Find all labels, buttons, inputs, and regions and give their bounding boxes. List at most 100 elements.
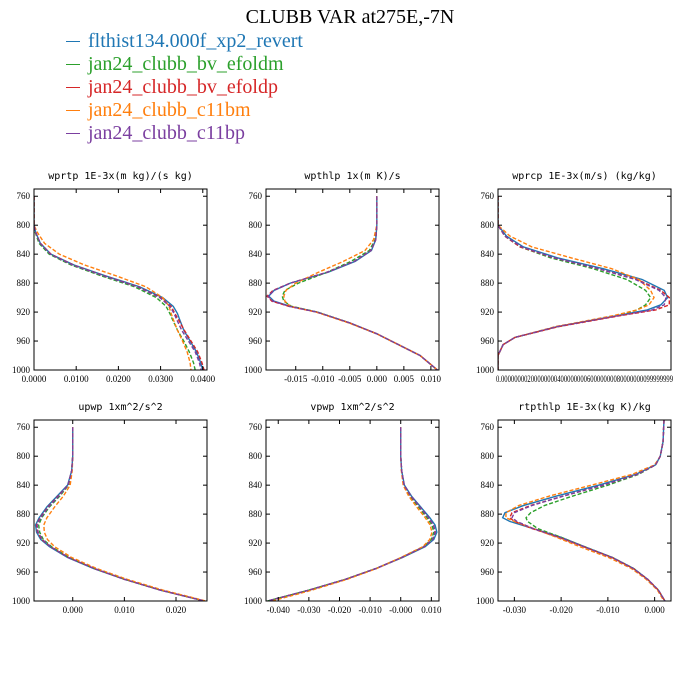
y-tick-label: 920 [249, 307, 263, 317]
y-tick-label: 800 [481, 451, 495, 461]
y-tick-label: 960 [481, 567, 495, 577]
x-tick-label: 0.0400 [190, 374, 215, 384]
y-tick-label: 760 [17, 422, 31, 432]
legend-line-icon [66, 87, 80, 88]
y-tick-label: 920 [481, 538, 495, 548]
x-tick-label: -0.020 [549, 605, 573, 615]
y-tick-label: 840 [17, 480, 31, 490]
y-tick-label: 920 [17, 538, 31, 548]
legend-item: jan24_clubb_c11bp [66, 122, 303, 145]
y-tick-label: 960 [481, 336, 495, 346]
y-tick-label: 760 [249, 191, 263, 201]
y-tick-label: 920 [249, 538, 263, 548]
x-tick-label: 0.00000000200000000400000000600000000800… [496, 374, 673, 384]
plot-frame [265, 188, 440, 371]
panel-title: rtpthlp 1E-3x(kg K)/kg [518, 402, 650, 413]
legend-label: jan24_clubb_bv_efoldm [88, 53, 284, 75]
y-tick-label: 880 [17, 509, 31, 519]
series-line [498, 196, 667, 370]
series-line [525, 420, 666, 601]
y-tick-label: 1000 [476, 596, 495, 606]
y-tick-label: 800 [17, 451, 31, 461]
series-line [34, 196, 205, 370]
y-tick-label: 880 [249, 509, 263, 519]
y-tick-label: 1000 [12, 365, 31, 375]
y-tick-label: 1000 [244, 365, 263, 375]
x-tick-label: 0.0100 [64, 374, 89, 384]
y-tick-label: 760 [249, 422, 263, 432]
y-tick-label: 760 [17, 191, 31, 201]
y-tick-label: 840 [249, 480, 263, 490]
plot-frame [33, 188, 208, 371]
chart-panel: wprcp 1E-3x(m/s) (kg/kg) 760 800 840 880 920 9… [476, 171, 673, 384]
series-line [267, 427, 438, 601]
chart-panel: vpwp 1xm^2/s^2 760 800 840 880 920 960 1000 -0.0… [244, 402, 442, 615]
chart-panel: rtpthlp 1E-3x(kg K)/kg 760 800 840 880 920 960… [476, 402, 672, 615]
figure-title: CLUBB VAR at275E,-7N [245, 6, 455, 28]
y-tick-label: 960 [17, 567, 31, 577]
x-tick-label: -0.030 [503, 605, 527, 615]
panel-title: wpthlp 1x(m K)/s [304, 171, 400, 182]
series-line [505, 420, 665, 601]
legend: flthist134.000f_xp2_revert jan24_clubb_b… [66, 30, 303, 145]
legend-label: jan24_clubb_c11bp [88, 122, 246, 144]
y-tick-label: 920 [481, 307, 495, 317]
y-tick-label: 880 [481, 278, 495, 288]
series-line [511, 420, 666, 601]
x-tick-label: -0.010 [311, 374, 335, 384]
series-line [34, 427, 205, 601]
series-line [281, 196, 438, 370]
series-line [267, 196, 438, 370]
x-tick-label: -0.020 [328, 605, 352, 615]
y-tick-label: 920 [17, 307, 31, 317]
series-line [498, 196, 655, 370]
panel-title: vpwp 1xm^2/s^2 [310, 402, 394, 413]
series-line [34, 196, 192, 370]
series-line [34, 196, 202, 370]
y-tick-label: 800 [17, 220, 31, 230]
series-line [267, 427, 436, 601]
y-tick-label: 1000 [244, 596, 263, 606]
y-tick-label: 800 [249, 220, 263, 230]
y-tick-label: 800 [249, 451, 263, 461]
plot-frame [33, 419, 208, 602]
series-line [267, 427, 437, 601]
x-tick-label: 0.000 [367, 374, 388, 384]
series-line [34, 196, 196, 370]
y-tick-label: 840 [249, 249, 263, 259]
panel-title: wprtp 1E-3x(m kg)/(s kg) [48, 171, 193, 182]
x-tick-label: 0.000 [645, 605, 666, 615]
panel-title: wprcp 1E-3x(m/s) (kg/kg) [512, 171, 657, 182]
legend-item: jan24_clubb_bv_efoldm [66, 53, 303, 76]
x-tick-label: -0.010 [358, 605, 382, 615]
y-tick-label: 960 [249, 336, 263, 346]
y-tick-label: 1000 [12, 596, 31, 606]
chart-panel: upwp 1xm^2/s^2 760 800 840 880 920 960 1000 0.00… [12, 402, 208, 615]
legend-item: jan24_clubb_c11bm [66, 99, 303, 122]
x-tick-label: 0.0200 [106, 374, 131, 384]
x-tick-label: -0.000 [389, 605, 413, 615]
plot-frame [497, 419, 672, 602]
legend-item: flthist134.000f_xp2_revert [66, 30, 303, 53]
x-tick-label: 0.010 [114, 605, 135, 615]
x-tick-label: 0.010 [421, 605, 442, 615]
series-line [36, 427, 205, 601]
series-line [498, 196, 652, 370]
y-tick-label: 840 [17, 249, 31, 259]
series-line [35, 427, 205, 601]
x-tick-label: 0.010 [421, 374, 442, 384]
legend-line-icon [66, 110, 80, 111]
plot-frame [265, 419, 440, 602]
x-tick-label: -0.015 [284, 374, 308, 384]
legend-item: jan24_clubb_bv_efoldp [66, 76, 303, 99]
plot-frame [497, 188, 672, 371]
y-tick-label: 800 [481, 220, 495, 230]
x-tick-label: 0.020 [166, 605, 187, 615]
legend-label: flthist134.000f_xp2_revert [88, 30, 303, 52]
y-tick-label: 960 [17, 336, 31, 346]
x-tick-label: 0.0300 [148, 374, 173, 384]
y-tick-label: 1000 [476, 365, 495, 375]
series-line [283, 196, 438, 370]
x-tick-label: -0.005 [338, 374, 362, 384]
